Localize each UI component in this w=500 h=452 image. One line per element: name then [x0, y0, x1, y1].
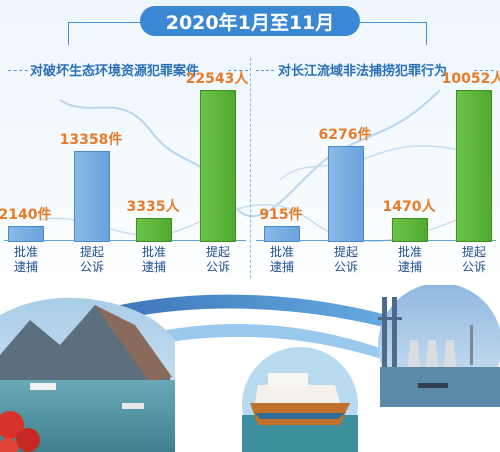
right-bar-prosecute-cases [328, 146, 364, 242]
right-chart-baseline [256, 240, 496, 241]
left-cat-approve-2: 批准 逮捕 [141, 245, 166, 274]
right-bar-approve-persons [392, 218, 428, 242]
left-section-title: 对破坏生态环境资源犯罪案件 [30, 64, 200, 79]
right-cat-approve-1: 批准 逮捕 [269, 245, 294, 274]
right-cat-approve-2: 批准 逮捕 [397, 245, 422, 274]
left-section-rule-b [228, 70, 248, 72]
right-cat-prosecute-2: 提起 公诉 [461, 245, 486, 274]
left-value-prosecute-cases: 13358件 [59, 132, 123, 149]
section-divider [250, 58, 252, 278]
right-value-prosecute-cases: 6276件 [318, 127, 372, 144]
left-value-approve-persons: 3335人 [126, 198, 180, 215]
page-title: 2020年1月至11月 [140, 6, 360, 36]
right-value-prosecute-persons: 10052人 [441, 71, 500, 87]
right-bar-approve-cases [264, 226, 300, 242]
left-chart-baseline [4, 240, 246, 241]
left-cat-prosecute-2: 提起 公诉 [205, 245, 230, 274]
right-section-rule-a [256, 70, 274, 72]
right-value-approve-cases: 915件 [259, 207, 303, 223]
left-value-approve-cases: 2140件 [0, 206, 52, 223]
left-bar-approve-persons [136, 217, 172, 242]
left-bar-approve-cases [8, 225, 44, 242]
left-bar-prosecute-cases [74, 151, 110, 242]
title-bracket-left [68, 22, 141, 45]
right-value-approve-persons: 1470人 [382, 199, 436, 216]
photo-collage [0, 285, 500, 452]
left-cat-approve-1: 批准 逮捕 [13, 245, 38, 274]
left-bar-prosecute-persons [200, 90, 236, 242]
left-section-rule-a [8, 70, 28, 72]
left-cat-prosecute-1: 提起 公诉 [79, 245, 104, 274]
title-bracket-right [360, 22, 427, 45]
right-bar-prosecute-persons [456, 90, 492, 242]
right-section-title: 对长江流域非法捕捞犯罪行为 [278, 64, 448, 79]
right-cat-prosecute-1: 提起 公诉 [333, 245, 358, 274]
right-section-rule-b [474, 70, 494, 72]
left-value-prosecute-persons: 22543人 [185, 71, 249, 87]
